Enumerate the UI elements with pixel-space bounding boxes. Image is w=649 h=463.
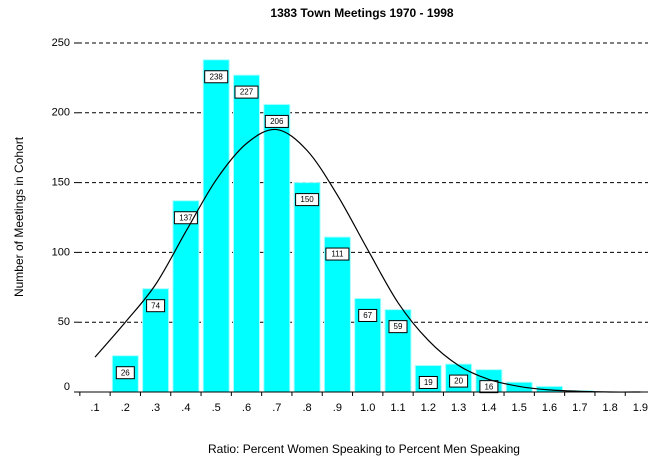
value-label-box (234, 85, 259, 99)
x-tick-label: .7 (272, 402, 281, 414)
x-tick-label: .2 (121, 402, 130, 414)
x-tick-label: 1.6 (542, 402, 557, 414)
value-label: 16 (484, 382, 493, 391)
bar (323, 236, 351, 393)
y-tick-label: 100 (52, 246, 70, 258)
value-label-box (115, 366, 135, 380)
x-tick-label: 1.3 (451, 402, 466, 414)
value-label: 150 (300, 195, 314, 204)
curve (94, 128, 641, 393)
y-tick-label: 200 (52, 107, 70, 119)
value-label: 137 (179, 213, 193, 222)
value-label-box (204, 70, 229, 84)
y-axis-title: Number of Meetings in Cohort (12, 136, 26, 297)
y-tick-label: 0 (64, 381, 70, 393)
bar (505, 381, 533, 393)
bar (293, 182, 321, 393)
x-tick-label: .1 (90, 402, 99, 414)
x-tick-label: 1.1 (390, 402, 405, 414)
x-tick-label: 1.7 (572, 402, 587, 414)
value-label: 74 (151, 301, 160, 310)
y-tick-label: 50 (58, 316, 70, 328)
value-label-box (264, 114, 289, 128)
x-tick-label: 1.5 (512, 402, 527, 414)
y-tick-label: 250 (52, 37, 70, 49)
value-label-box (388, 320, 408, 334)
x-tick-label: 1.8 (602, 402, 617, 414)
x-tick-label: 1.9 (633, 402, 648, 414)
value-label: 227 (240, 88, 254, 97)
value-label-box (418, 375, 438, 389)
value-label-box (479, 380, 499, 394)
value-label-box (358, 308, 378, 322)
chart-title: 1383 Town Meetings 1970 - 1998 (270, 6, 454, 20)
x-tick-label: 1.2 (421, 402, 436, 414)
value-label: 67 (363, 311, 372, 320)
value-label: 206 (270, 117, 284, 126)
x-tick-label: .4 (181, 402, 190, 414)
value-label: 238 (210, 72, 224, 81)
x-tick-label: .8 (303, 402, 312, 414)
x-tick-label: .6 (242, 402, 251, 414)
value-label-box (449, 374, 469, 388)
value-label: 26 (121, 368, 130, 377)
value-label-box (146, 299, 166, 313)
x-axis-title: Ratio: Percent Women Speaking to Percent… (208, 442, 520, 456)
bar (263, 103, 291, 393)
value-label: 20 (454, 377, 463, 386)
y-tick-label: 150 (52, 177, 70, 189)
value-label: 19 (424, 378, 433, 387)
x-tick-label: 1.4 (481, 402, 496, 414)
x-tick-label: .5 (212, 402, 221, 414)
value-label-box (325, 247, 350, 261)
value-label-box (295, 193, 320, 207)
bar (172, 200, 200, 393)
x-tick-label: .9 (333, 402, 342, 414)
bar (233, 74, 260, 393)
x-tick-label: .3 (151, 402, 160, 414)
value-label: 111 (331, 250, 344, 259)
value-label: 59 (394, 322, 403, 331)
x-tick-label: 1.0 (360, 402, 375, 414)
bar (202, 59, 230, 393)
